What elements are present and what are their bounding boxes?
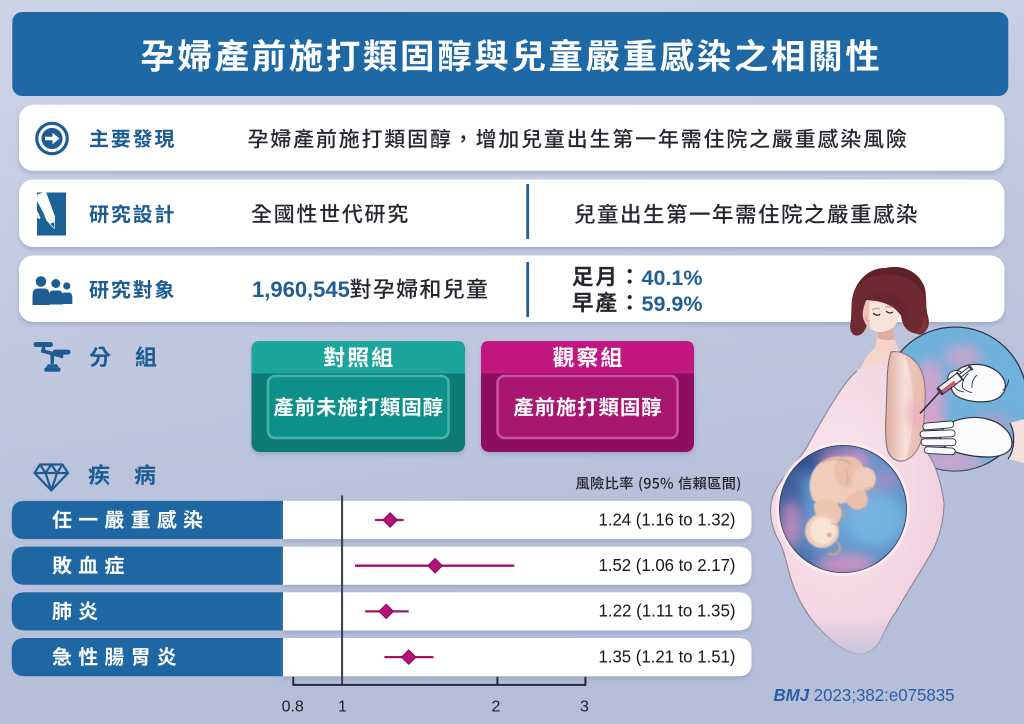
svg-text:1.52 (1.06 to 2.17): 1.52 (1.06 to 2.17) xyxy=(599,555,736,575)
svg-text:59.9%: 59.9% xyxy=(642,292,703,316)
svg-text:40.1%: 40.1% xyxy=(642,266,703,290)
svg-text:1.24 (1.16 to 1.32): 1.24 (1.16 to 1.32) xyxy=(599,509,736,529)
svg-text:1,960,545: 1,960,545 xyxy=(252,277,350,302)
svg-text:1: 1 xyxy=(338,699,347,716)
svg-text:0.8: 0.8 xyxy=(282,699,304,716)
svg-text:BMJ 2023;382:e075835: BMJ 2023;382:e075835 xyxy=(774,685,955,705)
svg-text:1.22 (1.11 to 1.35): 1.22 (1.11 to 1.35) xyxy=(599,601,736,621)
svg-text:3: 3 xyxy=(580,699,589,716)
svg-text:2: 2 xyxy=(492,699,501,716)
svg-text:1.35 (1.21 to 1.51): 1.35 (1.21 to 1.51) xyxy=(599,646,736,666)
